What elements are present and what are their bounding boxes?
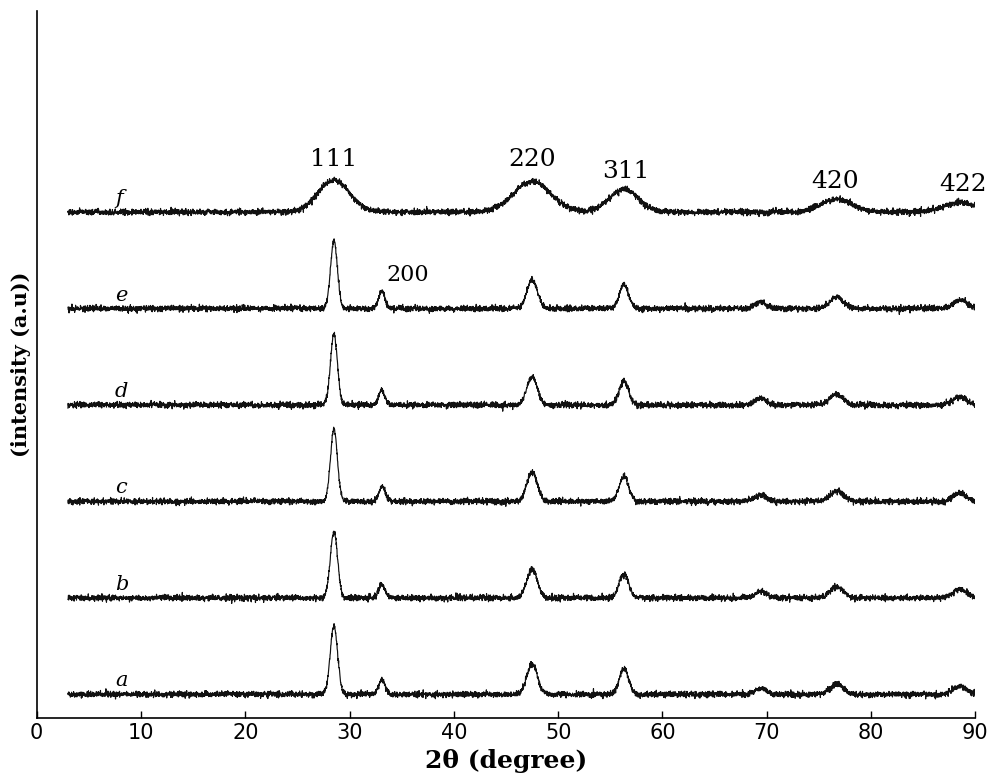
- Text: 200: 200: [386, 263, 429, 285]
- Text: e: e: [115, 285, 127, 304]
- Text: f: f: [115, 189, 123, 208]
- Text: 422: 422: [939, 173, 987, 196]
- Text: b: b: [115, 575, 128, 594]
- Text: a: a: [115, 671, 127, 691]
- Text: 220: 220: [508, 148, 556, 171]
- Text: d: d: [115, 382, 128, 401]
- X-axis label: 2θ (degree): 2θ (degree): [425, 749, 587, 773]
- Text: 111: 111: [310, 148, 358, 171]
- Text: 311: 311: [602, 161, 650, 183]
- Text: 420: 420: [811, 170, 858, 193]
- Text: c: c: [115, 478, 127, 497]
- Y-axis label: (intensity (a.u)): (intensity (a.u)): [11, 272, 31, 458]
